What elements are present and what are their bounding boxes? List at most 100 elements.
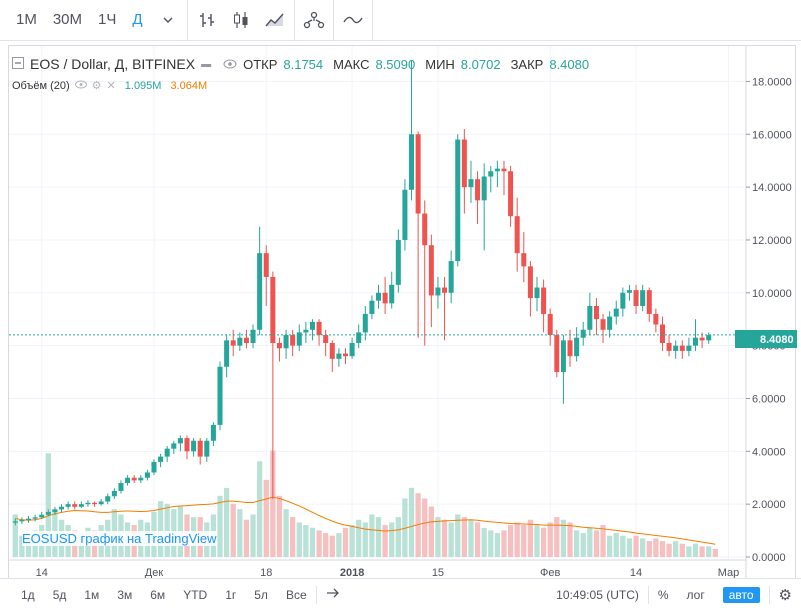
volume-bar (270, 450, 276, 557)
range-1m-button[interactable]: 1м (84, 587, 100, 602)
volume-bar (474, 522, 481, 557)
candle-body (342, 353, 348, 357)
symbol-dropdown-icon[interactable]: ▬ (201, 58, 212, 70)
candle-body (560, 340, 566, 373)
candle-body (164, 448, 170, 457)
price-tick-label: 6.0000 (752, 393, 786, 405)
toolbar-divider (293, 0, 295, 40)
high-label: МАКС (333, 56, 370, 72)
range-1d-button[interactable]: 1д (21, 587, 35, 602)
candle-body (263, 253, 269, 277)
candle-body (679, 345, 685, 351)
candle-body (633, 290, 639, 306)
volume-bar (540, 527, 547, 557)
volume-bar (217, 495, 223, 557)
volume-bar (422, 498, 428, 557)
price-tick-label: 4.0000 (752, 446, 786, 458)
candle-body (237, 337, 243, 346)
candle-body (283, 335, 289, 349)
candle-type-icon[interactable] (224, 0, 258, 40)
range-1y-button[interactable]: 1г (225, 587, 237, 602)
volume-bar (547, 522, 553, 557)
settings-gear-icon[interactable]: ⚙ (778, 586, 792, 604)
toolbar-divider (332, 0, 334, 40)
candle-body (131, 477, 137, 481)
candle-body (12, 521, 18, 523)
volume-bar (19, 535, 25, 557)
volume-bar (369, 514, 375, 557)
open-value: 8.1754 (283, 56, 324, 72)
candle-body (52, 509, 58, 513)
auto-toggle[interactable]: авто (714, 586, 769, 603)
candle-body (521, 253, 527, 267)
candle-body (138, 477, 144, 481)
interval-1h-button[interactable]: 1Ч (98, 11, 117, 28)
candle-body (111, 490, 117, 497)
candle-body (85, 502, 91, 505)
percent-toggle[interactable]: % (657, 587, 669, 602)
bottom-divider (768, 585, 770, 604)
volume-title[interactable]: Объём (20) (12, 79, 70, 92)
candle-body (329, 342, 335, 359)
candle-body (673, 345, 679, 351)
time-tick-label: 18 (260, 567, 272, 579)
bottom-toolbar: 1д 5д 1м 3м 6м YTD 1г 5л Все 10:49:05 (U… (0, 578, 801, 610)
top-toolbar: 1М 30М 1Ч Д (0, 0, 801, 41)
volume-remove-icon[interactable]: ✕ (106, 80, 116, 92)
compare-icon[interactable] (297, 0, 331, 40)
range-5d-button[interactable]: 5д (52, 587, 67, 602)
candle-body (59, 506, 65, 510)
candle-body (191, 440, 197, 452)
volume-bar (560, 519, 567, 557)
range-6m-button[interactable]: 6м (150, 587, 166, 602)
collapse-icon[interactable] (12, 56, 24, 72)
volume-bar (164, 503, 170, 557)
candle-body (98, 501, 104, 505)
range-5y-button[interactable]: 5л (254, 587, 268, 602)
volume-bar (593, 530, 600, 557)
volume-bar (356, 519, 362, 557)
volume-bar (395, 517, 401, 557)
volume-bar (488, 530, 494, 557)
log-toggle[interactable]: лог (686, 587, 705, 602)
volume-settings-icon[interactable]: ⚙ (91, 80, 102, 92)
interval-dropdown-icon[interactable] (151, 0, 185, 40)
interval-30m-button[interactable]: 30М (52, 11, 83, 28)
time-tick-label: 2018 (340, 567, 364, 579)
candle-body (593, 306, 599, 320)
price-tick-label: 14.0000 (752, 182, 792, 194)
volume-visibility-icon[interactable] (74, 80, 87, 92)
bar-type-icon[interactable] (190, 0, 224, 40)
area-type-icon[interactable] (258, 0, 292, 40)
volume-bar (375, 517, 382, 557)
range-all-button[interactable]: Все (285, 587, 307, 602)
symbol-title[interactable]: EOS / Dollar, Д, BITFINEX (30, 56, 196, 72)
candle-body (19, 520, 25, 522)
low-label: МИН (425, 56, 455, 72)
candle-body (362, 313, 368, 333)
range-ytd-button[interactable]: YTD (183, 587, 208, 602)
range-3m-button[interactable]: 3м (117, 587, 133, 602)
candle-body (171, 443, 177, 449)
candle-body (369, 300, 375, 314)
interval-1m-button[interactable]: 1М (16, 11, 37, 28)
price-tick-label: 2.0000 (752, 499, 786, 511)
candle-body (646, 290, 652, 314)
price-tick-label: 12.0000 (752, 235, 792, 247)
volume-bar (600, 525, 606, 557)
goto-date-icon[interactable] (317, 587, 349, 602)
volume-bar (250, 514, 256, 557)
interval-day-button[interactable]: Д (132, 11, 143, 28)
candle-body (118, 483, 124, 491)
tradingview-watermark[interactable]: EOSUSD график на TradingView (22, 531, 217, 546)
volume-bar (567, 522, 573, 557)
candle-body (468, 179, 474, 188)
visibility-icon[interactable] (223, 57, 237, 72)
candle-body (547, 313, 553, 336)
indicators-icon[interactable] (336, 0, 370, 40)
candle-body (587, 306, 593, 330)
clock-display[interactable]: 10:49:05 (UTC) (556, 587, 639, 602)
volume-legend: Объём (20) ⚙ ✕ 1.095M 3.064M (12, 79, 207, 93)
last-price-label: 8.4080 (760, 334, 794, 346)
